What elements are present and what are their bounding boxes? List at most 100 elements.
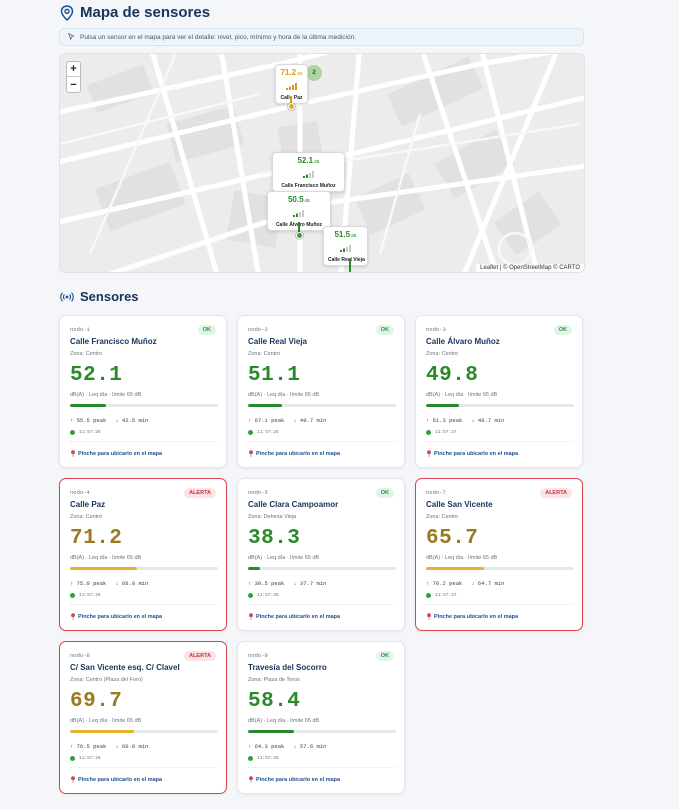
- sensor-map[interactable]: + − 2 71.2dB Calle Paz 52.1dB Calle Fran…: [59, 53, 585, 273]
- level-bar: [248, 404, 396, 407]
- level-bar: [70, 567, 218, 570]
- sensor-card[interactable]: nodo-4 ALERTA Calle Paz Zona: Centro 71.2 dB(…: [59, 478, 227, 631]
- min-value: ↓ 64.7 min: [471, 580, 505, 587]
- locate-link-text: Pinche para ubicarlo en el mapa: [256, 776, 341, 783]
- cursor-icon: [68, 32, 75, 42]
- sensor-meta: dB(A) · Leq día · límite 65 dB: [70, 392, 142, 398]
- last-update: 11:57:26: [248, 430, 279, 435]
- map-marker-label[interactable]: 52.1dB Calle Francisco Muñoz: [272, 152, 345, 192]
- sensor-card[interactable]: nodo-1 OK Calle Francisco Muñoz Zona: Centr…: [59, 315, 227, 468]
- cluster-count: 2: [312, 70, 316, 76]
- last-update-time: 11:57:26: [79, 430, 101, 435]
- sensor-card[interactable]: nodo-2 OK Calle Real Vieja Zona: Centro 51.1…: [237, 315, 405, 468]
- sensor-value: 51.1: [248, 364, 301, 387]
- last-update: 11:57:26: [248, 756, 279, 761]
- online-dot-icon: [248, 430, 253, 435]
- status-badge: OK: [375, 651, 394, 661]
- locate-on-map-link[interactable]: Pinche para ubicarlo en el mapa: [426, 613, 518, 620]
- pushpin-icon: [249, 450, 253, 457]
- sensor-value: 71.2: [70, 527, 123, 550]
- marker-value: 50.5dB: [287, 195, 311, 204]
- zoom-in-button[interactable]: +: [67, 62, 80, 77]
- sensor-card[interactable]: nodo-7 ALERTA Calle San Vicente Zona: Centr…: [415, 478, 583, 631]
- online-dot-icon: [426, 593, 431, 598]
- sensor-zone: Zona: Centro: [70, 514, 103, 520]
- marker-cluster[interactable]: 2: [306, 65, 322, 81]
- status-badge: OK: [197, 325, 216, 335]
- status-badge: OK: [375, 325, 394, 335]
- last-update-time: 11:57:26: [257, 593, 279, 598]
- sensor-node-id: nodo-8: [70, 652, 90, 659]
- zoom-out-button[interactable]: −: [70, 78, 77, 91]
- card-divider: [70, 441, 218, 442]
- sensors-section-title: Sensores: [60, 289, 139, 304]
- online-dot-icon: [248, 593, 253, 598]
- last-update: 11:57:26: [248, 593, 279, 598]
- last-update-time: 11:57:27: [435, 593, 457, 598]
- sensor-card[interactable]: nodo-8 ALERTA C/ San Vicente esq. C/ Clave…: [59, 641, 227, 794]
- peak-value: ↑ 70.2 peak: [426, 580, 463, 587]
- sensor-node-id: nodo-7: [426, 489, 446, 496]
- sensor-meta: dB(A) · Leq día · límite 65 dB: [426, 392, 498, 398]
- sensor-card[interactable]: nodo-5 OK Calle Clara Campoamor Zona: Dehes…: [237, 478, 405, 631]
- locate-link-text: Pinche para ubicarlo en el mapa: [78, 776, 163, 783]
- level-bar: [70, 730, 218, 733]
- locate-on-map-link[interactable]: Pinche para ubicarlo en el mapa: [70, 613, 162, 620]
- locate-on-map-link[interactable]: Pinche para ubicarlo en el mapa: [70, 450, 162, 457]
- sensor-value: 58.4: [248, 690, 301, 713]
- sensor-meta: dB(A) · Leq día · límite 65 dB: [426, 555, 498, 561]
- min-value: ↓ 66.8 min: [115, 580, 149, 587]
- sensor-name: C/ San Vicente esq. C/ Clavel: [70, 663, 180, 672]
- map-marker-label[interactable]: 51.5dB Calle Real Vieja: [323, 226, 368, 266]
- marker-name: Calle Francisco Muñoz: [281, 183, 336, 189]
- signal-bars-icon: [339, 245, 351, 252]
- min-value: ↓ 60.0 min: [115, 743, 149, 750]
- sensor-name: Calle Francisco Muñoz: [70, 337, 157, 346]
- level-bar-fill: [426, 567, 484, 570]
- map-attribution[interactable]: Leaflet | © OpenStreetMap © CARTO: [476, 264, 584, 272]
- sensor-name: Calle Álvaro Muñoz: [426, 337, 500, 346]
- sensor-node-id: nodo-4: [70, 489, 90, 496]
- peak-min-row: ↑ 70.2 peak ↓ 64.7 min: [426, 580, 504, 587]
- locate-on-map-link[interactable]: Pinche para ubicarlo en el mapa: [70, 776, 162, 783]
- marker-stem: [349, 259, 351, 272]
- sensor-name: Calle San Vicente: [426, 500, 493, 509]
- sensor-name: Calle Clara Campoamor: [248, 500, 339, 509]
- level-bar-fill: [70, 404, 106, 407]
- sensors-title-text: Sensores: [80, 289, 139, 304]
- sensor-zone: Zona: Centro: [248, 351, 281, 357]
- last-update-time: 11:57:26: [79, 593, 101, 598]
- locate-on-map-link[interactable]: Pinche para ubicarlo en el mapa: [248, 776, 340, 783]
- sensor-value: 65.7: [426, 527, 479, 550]
- locate-on-map-link[interactable]: Pinche para ubicarlo en el mapa: [426, 450, 518, 457]
- broadcast-icon: [60, 291, 74, 302]
- pushpin-icon: [249, 776, 253, 783]
- peak-min-row: ↑ 51.3 peak ↓ 46.7 min: [426, 417, 504, 424]
- marker-pin[interactable]: [296, 232, 303, 239]
- sensor-card[interactable]: nodo-3 OK Calle Álvaro Muñoz Zona: Centro 49…: [415, 315, 583, 468]
- sensor-card[interactable]: nodo-9 OK Travesía del Socorro Zona: Plaza …: [237, 641, 405, 794]
- sensor-value: 49.8: [426, 364, 479, 387]
- last-update-time: 11:57:26: [257, 430, 279, 435]
- locate-on-map-link[interactable]: Pinche para ubicarlo en el mapa: [248, 450, 340, 457]
- sensor-zone: Zona: Centro: [426, 514, 459, 520]
- marker-pin[interactable]: [288, 103, 295, 110]
- last-update-time: 11:57:26: [79, 756, 101, 761]
- last-update: 11:57:26: [70, 593, 101, 598]
- sensor-node-id: nodo-5: [248, 489, 268, 496]
- pushpin-icon: [71, 776, 75, 783]
- last-update: 11:57:27: [426, 593, 457, 598]
- level-bar: [70, 404, 218, 407]
- last-update-time: 11:57:26: [257, 756, 279, 761]
- zoom-control: + −: [66, 61, 81, 93]
- sensor-node-id: nodo-2: [248, 326, 268, 333]
- map-tiles[interactable]: [60, 54, 585, 273]
- level-bar-fill: [70, 567, 137, 570]
- locate-on-map-link[interactable]: Pinche para ubicarlo en el mapa: [248, 613, 340, 620]
- map-marker-label[interactable]: 50.5dB Calle Álvaro Muñoz: [267, 191, 331, 231]
- sensor-node-id: nodo-9: [248, 652, 268, 659]
- pushpin-icon: [427, 613, 431, 620]
- marker-stem: [290, 96, 292, 104]
- sensor-meta: dB(A) · Leq día · límite 65 dB: [248, 555, 320, 561]
- peak-value: ↑ 55.5 peak: [70, 417, 107, 424]
